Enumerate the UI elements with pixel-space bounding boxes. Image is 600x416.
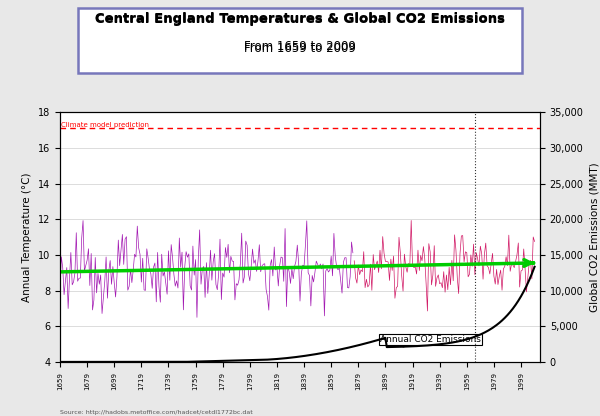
Text: Central England Temperatures & Global CO2 Emissions: Central England Temperatures & Global CO… — [95, 13, 505, 26]
Text: From 1659 to 2009: From 1659 to 2009 — [244, 40, 356, 52]
Y-axis label: Annual Temperature (°C): Annual Temperature (°C) — [22, 172, 32, 302]
Text: Climate model prediction: Climate model prediction — [61, 122, 149, 128]
Text: From 1659 to 2009: From 1659 to 2009 — [244, 42, 356, 54]
Text: Central England Temperatures & Global CO2 Emissions: Central England Temperatures & Global CO… — [95, 12, 505, 25]
Y-axis label: Global CO2 Emissions (MMT): Global CO2 Emissions (MMT) — [589, 162, 599, 312]
Text: Source: http://hadobs.metoffice.com/hadcet/cetdl1772bc.dat: Source: http://hadobs.metoffice.com/hadc… — [60, 410, 253, 415]
Text: Annual CO2 Emissions: Annual CO2 Emissions — [380, 335, 481, 347]
